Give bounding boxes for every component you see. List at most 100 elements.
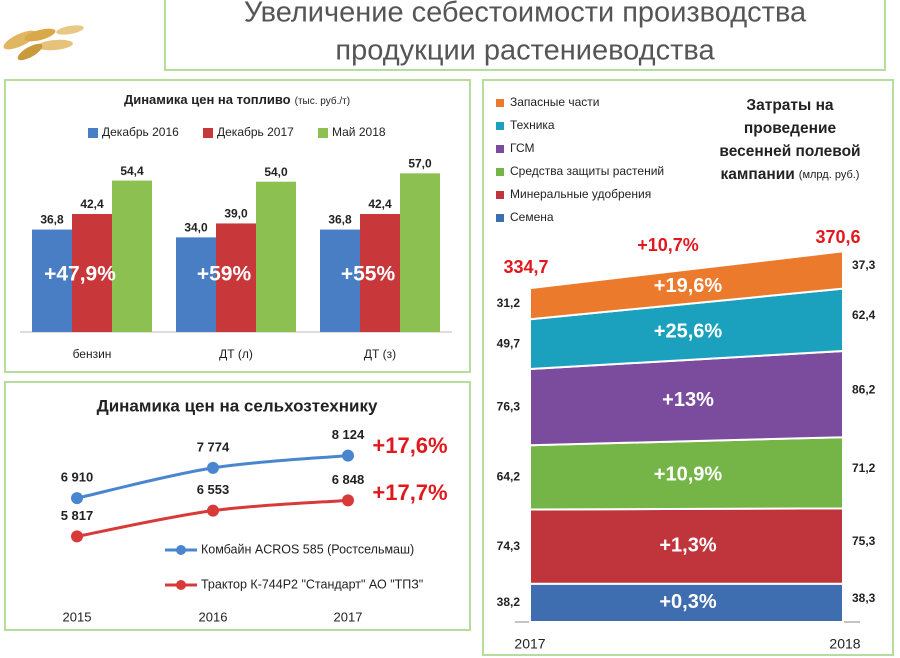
legend-label: Трактор К-744Р2 "Стандарт" АО "ТПЗ": [201, 577, 423, 591]
legend-marker: [176, 580, 186, 590]
bar: [256, 181, 296, 332]
header-box: [164, 0, 886, 71]
point: [207, 504, 219, 517]
value-label: 37,3: [852, 258, 876, 272]
value-label: 74,3: [497, 539, 521, 553]
legend-label: Средства защиты растений: [510, 164, 664, 178]
total-change: +10,7%: [637, 235, 699, 255]
value-label: 49,7: [497, 336, 521, 350]
legend-label: Декабрь 2017: [217, 125, 294, 139]
value-label: 54,4: [120, 164, 144, 178]
value-label: 38,2: [497, 595, 521, 609]
panel: [4, 381, 471, 631]
annotation: +55%: [341, 263, 396, 286]
bar: [176, 237, 216, 332]
segment-change: +0,3%: [659, 591, 716, 613]
bar: [32, 229, 72, 332]
x-tick-label: ДТ (з): [364, 347, 396, 361]
value-label: 6 553: [197, 482, 230, 497]
segment-change: +19,6%: [654, 275, 723, 297]
value-label: 75,3: [852, 534, 876, 548]
legend-label: Комбайн ACROS 585 (Ростсельмаш): [201, 542, 414, 556]
point: [71, 492, 83, 505]
value-label: 86,2: [852, 382, 876, 396]
annotation: +17,6%: [372, 433, 447, 458]
value-label: 7 774: [197, 439, 230, 454]
legend-swatch: [496, 168, 504, 176]
x-tick-label: 2018: [829, 636, 860, 652]
chart-title: кампании (млрд. руб.): [721, 166, 860, 183]
value-label: 5 817: [61, 508, 94, 523]
value-label: 6 848: [332, 472, 365, 487]
bar: [216, 223, 256, 332]
point: [207, 461, 219, 474]
x-tick-label: 2016: [199, 609, 228, 624]
value-label: 76,3: [497, 399, 521, 413]
chart-title: проведение: [744, 120, 837, 137]
point: [342, 449, 354, 462]
value-label: 36,8: [40, 213, 64, 227]
legend-label: Май 2018: [332, 125, 386, 139]
legend-swatch: [88, 128, 98, 138]
chart-title-line: кампании: [721, 166, 795, 183]
legend-label: Запасные части: [510, 95, 599, 109]
x-tick-label: ДТ (л): [219, 347, 253, 361]
bar: [320, 229, 360, 332]
wheat-icon: [3, 25, 84, 61]
x-tick-label: 2017: [514, 636, 545, 652]
value-label: 54,0: [264, 165, 288, 179]
point: [71, 530, 83, 543]
value-label: 62,4: [852, 308, 876, 322]
header-title: продукции растениеводства: [335, 35, 715, 67]
legend-swatch: [203, 128, 213, 138]
chart-title-line: проведение: [744, 120, 837, 137]
value-label: 31,2: [497, 296, 521, 310]
bar: [360, 213, 400, 332]
segment-change: +13%: [662, 389, 714, 411]
total-label: 334,7: [503, 257, 548, 277]
annotation: +59%: [197, 263, 252, 286]
segment-change: +1,3%: [659, 535, 716, 557]
annotation: +47,9%: [44, 263, 116, 286]
value-label: 42,4: [368, 197, 392, 211]
legend-label: Техника: [510, 118, 555, 132]
chart-title: весенней полевой: [719, 143, 860, 160]
value-label: 6 910: [61, 470, 94, 485]
chart-title: Динамика цен на топливо (тыс. руб./т): [124, 92, 350, 107]
chart-title-main: Динамика цен на топливо: [124, 92, 291, 107]
segment-change: +25,6%: [654, 320, 723, 342]
chart-title: Затраты на: [746, 97, 834, 114]
legend-marker: [176, 545, 186, 555]
annotation: +17,7%: [372, 480, 447, 505]
area-segment: [529, 250, 844, 321]
bar: [400, 173, 440, 332]
header-title: Увеличение себестоимости производства: [244, 0, 807, 29]
total-label: 370,6: [815, 227, 860, 247]
legend-label: Семена: [510, 210, 554, 224]
value-label: 36,8: [328, 213, 352, 227]
legend-label: Декабрь 2016: [102, 125, 179, 139]
value-label: 38,3: [852, 591, 876, 605]
x-tick-label: 2017: [334, 609, 363, 624]
value-label: 34,0: [184, 221, 208, 235]
value-label: 57,0: [408, 157, 432, 171]
legend-swatch: [318, 128, 328, 138]
chart-subtitle: (млрд. руб.): [799, 169, 860, 181]
legend-label: Минеральные удобрения: [510, 187, 651, 201]
value-label: 8 124: [332, 427, 365, 442]
legend-swatch: [496, 122, 504, 130]
chart-subtitle: (тыс. руб./т): [295, 95, 350, 107]
value-label: 42,4: [80, 197, 104, 211]
bar: [72, 213, 112, 332]
legend-swatch: [496, 191, 504, 199]
chart-title: Динамика цен на сельхозтехнику: [97, 396, 378, 415]
value-label: 39,0: [224, 207, 248, 221]
x-tick-label: бензин: [73, 347, 112, 361]
legend-swatch: [496, 145, 504, 153]
x-tick-label: 2015: [63, 609, 92, 624]
legend-swatch: [496, 214, 504, 222]
bar: [112, 180, 152, 332]
legend-swatch: [496, 99, 504, 107]
value-label: 71,2: [852, 461, 876, 475]
